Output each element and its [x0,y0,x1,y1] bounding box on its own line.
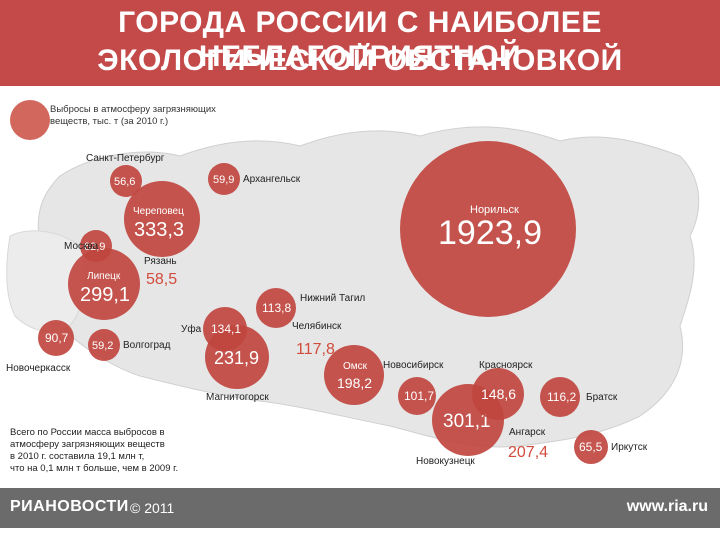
city-name-omsk: Омск [343,361,368,372]
city-name-bratsk: Братск [586,392,618,403]
city-value-ryazan: 58,5 [146,271,177,288]
legend-circle-icon [10,100,50,140]
ria-novosti-logo: РИАНОВОСТИ [10,498,129,515]
note-line-1: Всего по России масса выбросов в [10,427,165,438]
city-name-cherepovets: Череповец [133,206,184,217]
city-circle-sankt-peterburg [110,165,142,197]
city-name-novocherkassk: Новочеркасск [6,363,71,374]
city-circle-norilsk [400,141,576,317]
city-name-chelyabinsk: Челябинск [292,320,342,332]
city-circle-novocherkassk [38,320,74,356]
note-line-4: что на 0,1 млн т больше, чем в 2009 г. [10,463,179,474]
city-value-irkutsk: 65,5 [579,440,603,454]
city-name-irkutsk: Иркутск [611,442,648,453]
city-name-sankt-peterburg: Санкт-Петербург [86,152,165,164]
title-line-2: ЭКОЛОГИЧЕСКОЙ ОБСТАНОВКОЙ [97,44,623,77]
city-circle-nizhny-tagil [256,288,296,328]
city-value-volgograd: 59,2 [92,340,113,352]
city-value-ufa: 134,1 [211,322,241,336]
copyright-text: © 2011 [130,500,175,516]
city-circle-omsk [324,345,384,405]
site-link[interactable]: www.ria.ru [626,498,708,515]
city-circle-cherepovets [124,181,200,257]
city-name-norilsk: Норильск [470,204,519,216]
city-name-nizhny-tagil: Нижний Тагил [300,293,365,304]
city-circle-irkutsk [574,430,608,464]
city-value-norilsk: 1923,9 [438,214,542,252]
city-name-ryazan: Рязань [144,256,177,267]
city-name-novosibirsk: Новосибирск [383,359,444,371]
city-circle-bratsk [540,377,580,417]
city-value-novokuznetsk: 301,1 [443,411,491,432]
city-circle-moskva [80,230,112,262]
city-value-chelyabinsk: 117,8 [296,341,335,358]
legend: Выбросы в атмосферу загрязняющих веществ… [50,104,270,128]
city-name-novokuznetsk: Новокузнецк [416,456,475,467]
legend-line-2: веществ, тыс. т (за 2010 г.) [50,116,169,127]
footer-bar [0,488,720,528]
city-name-magnitogorsk: Магнитогорск [206,392,269,403]
city-name-angarsk: Ангарск [509,427,546,438]
europe-landmass [6,230,86,332]
legend-line-1: Выбросы в атмосферу загрязняющих [50,104,216,115]
city-value-sankt-peterburg: 56,6 [114,176,135,188]
city-circle-krasnoyarsk [472,368,524,420]
city-circle-arkhangelsk [208,163,240,195]
city-circle-ufa [203,307,247,351]
city-value-nizhny-tagil: 113,8 [262,301,291,315]
city-value-arkhangelsk: 59,9 [213,174,234,186]
city-value-krasnoyarsk: 148,6 [481,386,516,402]
city-value-bratsk: 116,2 [547,390,576,404]
city-circle-volgograd [88,329,120,361]
map-svg: Норильск 1923,9 Череповец 333,3 Липецк 2… [6,126,700,467]
title-banner: ГОРОДА РОССИИ С НАИБОЛЕЕ НЕБЛАГОПРИЯТНОЙ… [0,0,720,86]
city-name-moskva: Москва [64,241,99,252]
city-value-omsk: 198,2 [337,375,372,391]
city-value-angarsk: 207,4 [508,444,548,461]
city-circle-lipetsk [68,248,140,320]
city-name-ufa: Уфа [181,323,202,335]
city-name-lipetsk: Липецк [87,271,121,282]
city-value-moskva: 62,9 [84,241,105,253]
note-line-2: атмосферу загрязняющих веществ [10,439,165,450]
city-name-volgograd: Волгоград [123,340,171,351]
title-line-1: ГОРОДА РОССИИ С НАИБОЛЕЕ НЕБЛАГОПРИЯТНОЙ [118,6,602,73]
city-value-novocherkassk: 90,7 [45,331,69,345]
city-name-arkhangelsk: Архангельск [243,174,301,185]
city-value-magnitogorsk: 231,9 [214,348,259,368]
city-circle-novosibirsk [398,377,436,415]
city-value-novosibirsk: 101,7 [404,389,434,403]
city-value-lipetsk: 299,1 [80,284,130,306]
city-value-cherepovets: 333,3 [134,219,184,241]
city-name-krasnoyarsk: Красноярск [479,360,533,371]
russia-map: Норильск 1923,9 Череповец 333,3 Липецк 2… [0,86,720,488]
total-emissions-note: Всего по России масса выбросов в атмосфе… [10,427,240,475]
bottom-margin [0,528,720,540]
note-line-3: в 2010 г. составила 19,1 млн т, [10,451,145,462]
